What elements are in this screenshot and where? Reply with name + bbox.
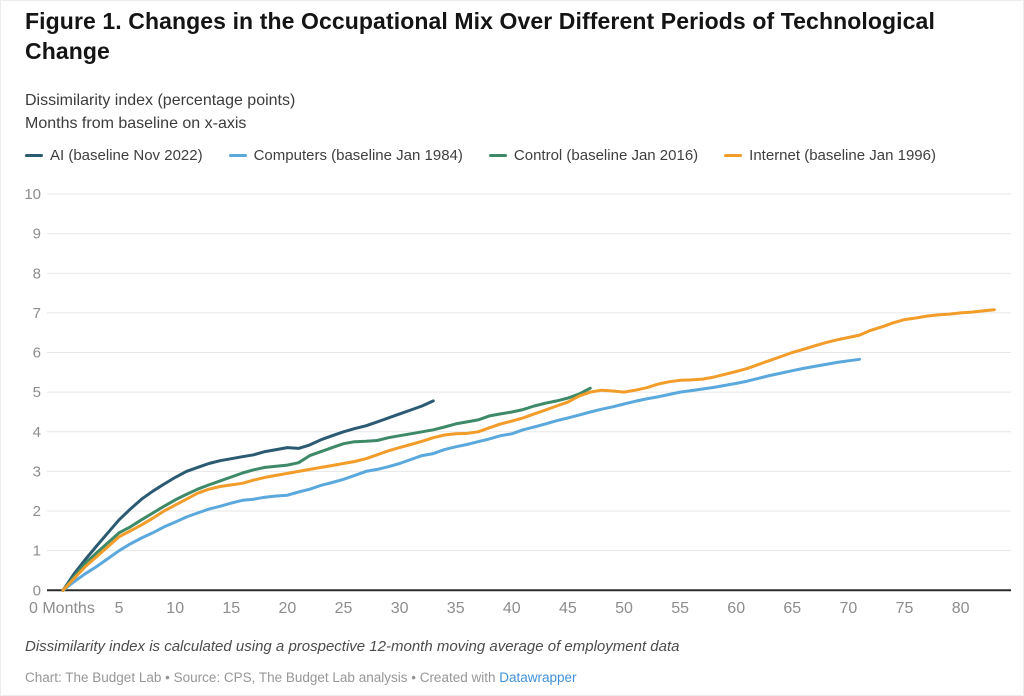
credit-text: Chart: The Budget Lab • Source: CPS, The… <box>25 670 500 685</box>
y-tick-label: 6 <box>33 345 41 362</box>
legend-item: Computers (baseline Jan 1984) <box>228 147 463 164</box>
legend-label: Computers (baseline Jan 1984) <box>253 147 463 164</box>
x-tick-label: 70 <box>840 600 858 617</box>
x-tick-label: 65 <box>783 600 801 617</box>
y-tick-label: 10 <box>24 186 41 203</box>
x-tick-label: 35 <box>447 600 465 617</box>
legend-item: Control (baseline Jan 2016) <box>488 147 699 164</box>
y-tick-label: 9 <box>33 226 41 243</box>
x-tick-label: 45 <box>559 600 577 617</box>
legend-label: Control (baseline Jan 2016) <box>513 147 699 164</box>
legend-item: AI (baseline Nov 2022) <box>25 147 203 164</box>
chart-title: Figure 1. Changes in the Occupational Mi… <box>25 8 935 64</box>
series-line <box>61 357 862 592</box>
chart-subtitle: Dissimilarity index (percentage points) … <box>25 89 955 135</box>
credit-line: Chart: The Budget Lab • Source: CPS, The… <box>25 670 985 685</box>
y-tick-label: 3 <box>33 463 41 480</box>
legend-item: Internet (baseline Jan 1996) <box>724 147 936 164</box>
chart-footnote: Dissimilarity index is calculated using … <box>25 638 680 655</box>
y-tick-label: 7 <box>33 305 41 322</box>
legend-swatch-icon <box>488 154 507 157</box>
x-tick-label: 75 <box>896 600 914 617</box>
legend: AI (baseline Nov 2022) Computers (baselin… <box>25 147 1005 164</box>
y-tick-label: 2 <box>33 503 41 520</box>
x-tick-label: 30 <box>391 600 409 617</box>
x-tick-label: 10 <box>166 600 184 617</box>
series-line <box>61 308 996 592</box>
x-tick-label: 5 <box>115 600 124 617</box>
y-tick-label: 4 <box>33 424 41 441</box>
x-tick-label: 20 <box>279 600 297 617</box>
series-line <box>61 386 592 592</box>
subtitle-line-1: Dissimilarity index (percentage points) <box>25 92 296 109</box>
y-tick-label: 1 <box>33 543 41 560</box>
legend-label: AI (baseline Nov 2022) <box>50 147 203 164</box>
legend-swatch-icon <box>724 154 743 157</box>
series-line <box>61 399 435 592</box>
x-tick-label: 50 <box>615 600 633 617</box>
subtitle-line-2: Months from baseline on x-axis <box>25 115 247 133</box>
y-tick-label: 8 <box>33 265 41 282</box>
x-tick-label: 40 <box>503 600 521 617</box>
x-tick-label: 55 <box>671 600 689 617</box>
legend-swatch-icon <box>25 154 43 157</box>
x-tick-label: 15 <box>222 600 240 617</box>
y-tick-label: 5 <box>33 384 41 401</box>
x-tick-label: 0 Months <box>29 600 95 617</box>
datawrapper-link[interactable]: Datawrapper <box>499 670 577 685</box>
legend-swatch-icon <box>228 154 247 157</box>
x-tick-label: 60 <box>727 600 745 617</box>
legend-label: Internet (baseline Jan 1996) <box>749 147 936 164</box>
x-tick-label: 25 <box>335 600 353 617</box>
x-tick-label: 80 <box>952 600 970 617</box>
y-tick-label: 0 <box>33 582 41 599</box>
